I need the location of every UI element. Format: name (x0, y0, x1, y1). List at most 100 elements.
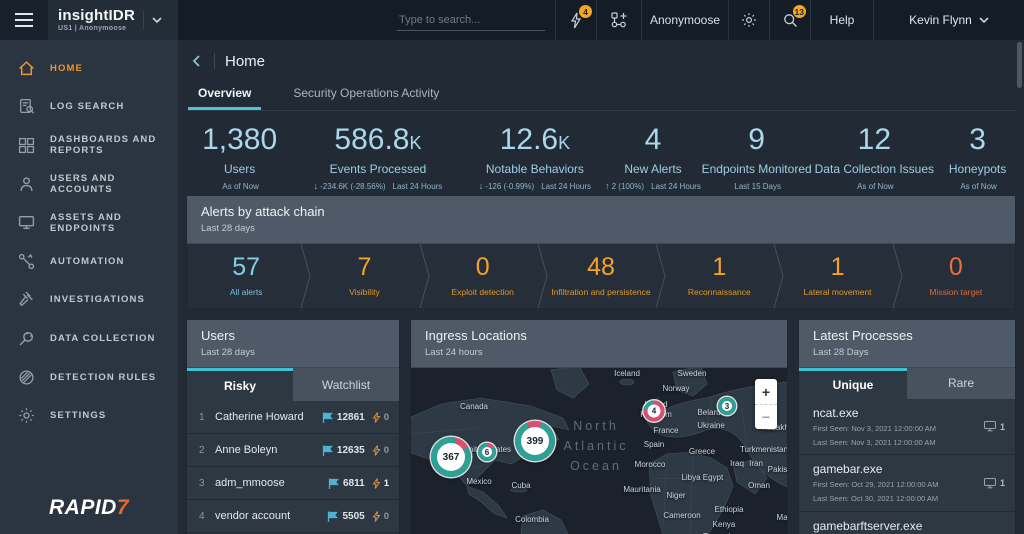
brand-environment: US1 | Anonymoose (58, 25, 127, 32)
sidebar: HOME LOG SEARCH DASHBOARDS AND REPORTS U… (0, 40, 178, 534)
ingress-cluster-bubble[interactable]: 3 (718, 397, 736, 415)
settings-button[interactable] (729, 0, 769, 40)
kpi-value: 586.8K (334, 123, 422, 156)
integrations-button[interactable] (597, 0, 641, 40)
sidebar-item-users-accounts[interactable]: USERS AND ACCOUNTS (0, 165, 178, 204)
sidebar-item-log-search[interactable]: LOG SEARCH (0, 88, 178, 127)
attack-chain-segment[interactable]: 1 Reconnaissance (655, 244, 778, 308)
notifications-button[interactable]: 13 (770, 0, 810, 40)
kpi-subtext: Last 15 Days (734, 182, 781, 191)
attack-chain-segment[interactable]: 0 Mission target (892, 244, 1015, 308)
sidebar-item-detection-rules[interactable]: DETECTION RULES (0, 358, 178, 397)
segment-value: 7 (357, 253, 372, 281)
search-input[interactable] (397, 9, 545, 31)
kpi-stat[interactable]: 9 Endpoints Monitored Last 15 Days (701, 125, 813, 192)
alert-count: 0 (383, 411, 389, 423)
zoom-out-button[interactable]: − (755, 404, 777, 429)
user-menu[interactable]: Kevin Flynn (874, 0, 1024, 40)
kpi-stat[interactable]: 3 Honeypots As of Now (936, 125, 1019, 192)
segment-value: 0 (948, 253, 963, 281)
tab-risky[interactable]: Risky (187, 368, 293, 401)
sidebar-item-data-collection[interactable]: DATA COLLECTION (0, 319, 178, 358)
panel-title: Alerts by attack chain (201, 204, 325, 219)
sidebar-item-dashboards[interactable]: DASHBOARDS AND REPORTS (0, 126, 178, 165)
country-label: Norway (662, 384, 690, 393)
kpi-stat[interactable]: 12 Data Collection Issues As of Now (812, 125, 936, 192)
chevron-down-icon (152, 17, 162, 23)
sidebar-item-label: DATA COLLECTION (50, 332, 156, 344)
process-row[interactable]: gamebar.exe First Seen: Oct 29, 2021 12:… (799, 455, 1015, 512)
kpi-stat[interactable]: 586.8K Events Processed ↓ -234.6K (-28.56… (291, 123, 464, 192)
user-row[interactable]: 4 vendor account 5505 0 (187, 500, 399, 533)
sidebar-item-investigations[interactable]: INVESTIGATIONS (0, 281, 178, 320)
kpi-label: Events Processed (329, 162, 427, 176)
tab-rare[interactable]: Rare (947, 376, 974, 391)
panel-subtitle: Last 28 days (201, 347, 255, 358)
whats-new-button[interactable]: 4 (556, 0, 596, 40)
ingress-cluster-bubble[interactable]: 4 (643, 400, 665, 422)
world-map[interactable]: North Atlantic Ocean Iceland Sweden Norway… (411, 368, 787, 534)
attack-chain-segment[interactable]: 57 All alerts (187, 244, 305, 308)
user-rank: 2 (199, 444, 205, 456)
page-scrollbar[interactable] (1016, 42, 1023, 532)
panel-subtitle: Last 24 hours (425, 347, 483, 358)
endpoint-count: 1 (999, 421, 1005, 432)
process-row[interactable]: gamebarftserver.exe First Seen: Oct 29, … (799, 512, 1015, 534)
kpi-subtext: ↓ -234.6K (-28.56%) Last 24 Hours (313, 181, 443, 191)
attack-chain-segment[interactable]: 1 Lateral movement (773, 244, 896, 308)
cluster-count: 367 (442, 451, 460, 463)
chevron-separator (892, 244, 903, 308)
user-row[interactable]: 3 adm_mmoose 6811 1 (187, 467, 399, 500)
ingress-cluster-bubble[interactable]: 6 (478, 443, 496, 461)
process-row[interactable]: ncat.exe First Seen: Nov 3, 2021 12:00:0… (799, 399, 1015, 455)
user-row[interactable]: 2 Anne Boleyn 12635 0 (187, 434, 399, 467)
user-row[interactable]: 1 Catherine Howard 12861 0 (187, 401, 399, 434)
chevron-separator (655, 244, 666, 308)
tab-watchlist[interactable]: Watchlist (321, 377, 371, 392)
chevron-separator (300, 244, 311, 308)
ingress-locations-panel: Ingress Locations Last 24 hours (410, 319, 788, 534)
attack-chain-segment[interactable]: 0 Exploit detection (419, 244, 542, 308)
back-button[interactable] (190, 54, 204, 68)
help-link[interactable]: Help (829, 13, 855, 27)
tab-security-operations-activity[interactable]: Security Operations Activity (293, 86, 440, 100)
sidebar-item-home[interactable]: HOME (0, 49, 178, 88)
zoom-in-button[interactable]: + (761, 383, 771, 400)
process-name: ncat.exe (813, 405, 859, 420)
attack-chain-segment[interactable]: 7 Visibility (300, 244, 423, 308)
scrollbar-thumb[interactable] (1017, 42, 1022, 88)
sidebar-item-automation[interactable]: AUTOMATION (0, 242, 178, 281)
global-search[interactable] (387, 0, 555, 40)
user-name: Kevin Flynn (909, 13, 972, 27)
kpi-stat[interactable]: 12.6K Notable Behaviors ↓ -126 (-0.99%) La… (465, 125, 605, 192)
kpi-label: Endpoints Monitored (701, 162, 812, 176)
country-label: Colombia (515, 515, 549, 524)
home-icon (19, 60, 34, 75)
attack-chain-segment[interactable]: 48 Infiltration and persistence (537, 244, 660, 308)
kpi-subtext: ↓ -126 (-0.99%) Last 24 Hours (478, 181, 592, 191)
process-last-seen: Last Seen: Nov 3, 2021 12:00:00 AM (813, 437, 936, 447)
sidebar-item-label: USERS AND ACCOUNTS (50, 173, 116, 196)
menu-button[interactable] (0, 0, 48, 40)
kpi-stat[interactable]: 4 New Alerts ↑ 2 (100%) Last 24 Hours (605, 125, 701, 192)
process-first-seen: First Seen: Oct 29, 2021 12:00:00 AM (813, 480, 939, 489)
monitor-icon (18, 216, 35, 230)
sidebar-item-assets-endpoints[interactable]: ASSETS AND ENDPOINTS (0, 203, 178, 242)
kpi-value: 1,380 (202, 123, 278, 156)
tab-unique[interactable]: Unique (799, 368, 907, 399)
org-name[interactable]: Anonymoose (649, 13, 721, 27)
tab-overview[interactable]: Overview (188, 81, 262, 110)
ingress-cluster-bubble[interactable]: 367 (431, 437, 471, 477)
segment-label: Reconnaissance (687, 287, 751, 297)
delta-arrow-icon: ↓ (478, 181, 484, 191)
kpi-subtext: ↑ 2 (100%) Last 24 Hours (605, 181, 701, 191)
country-label: Ukraine (697, 421, 725, 430)
product-switcher[interactable]: insightIDR US1 | Anonymoose (48, 0, 178, 40)
endpoint-icon (983, 421, 996, 432)
segment-label: Infiltration and persistence (551, 287, 651, 297)
kpi-stat[interactable]: 1,380 Users As of Now (188, 123, 291, 192)
country-label: Mauritania (623, 485, 661, 494)
sidebar-item-settings[interactable]: SETTINGS (0, 396, 178, 435)
person-icon (20, 176, 33, 191)
ingress-cluster-bubble[interactable]: 399 (515, 421, 555, 461)
